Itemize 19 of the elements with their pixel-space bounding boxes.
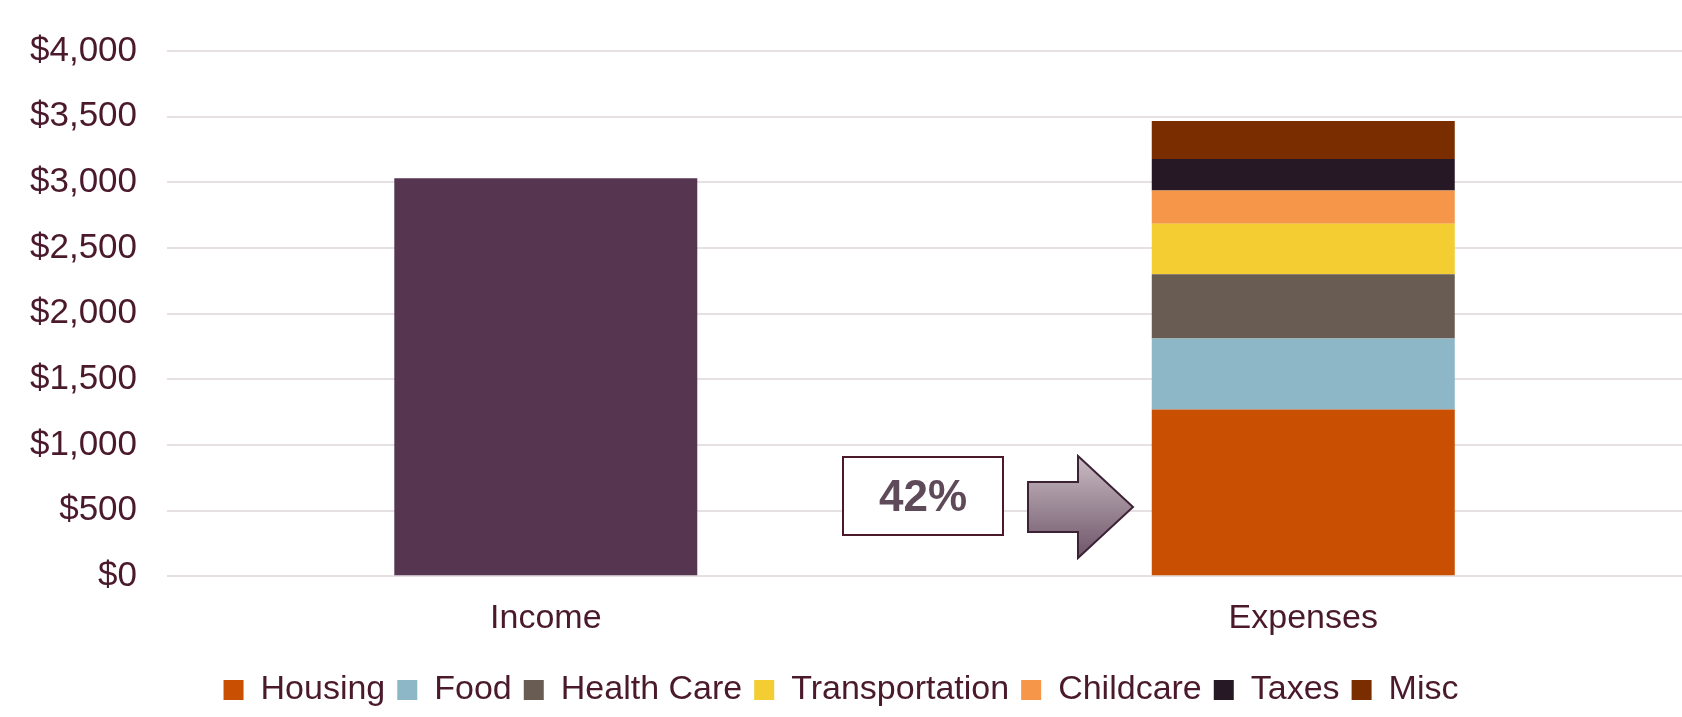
legend-label: Misc	[1388, 668, 1459, 707]
legend-label: Health Care	[560, 668, 743, 707]
legend-label: Childcare	[1058, 668, 1202, 707]
y-tick-label: $500	[59, 488, 138, 528]
y-tick-label: $0	[98, 553, 138, 593]
annotation: 42%	[842, 456, 1004, 536]
legend-label: Housing	[260, 668, 386, 707]
legend-label: Food	[434, 668, 512, 707]
x-tick-label: Income	[490, 596, 602, 635]
y-tick-label: $2,500	[29, 225, 138, 265]
y-tick-label: $3,000	[29, 159, 138, 199]
y-tick-label: $1,000	[29, 422, 138, 462]
y-tick-label: $4,000	[29, 28, 138, 68]
y-tick-label: $3,500	[29, 94, 138, 134]
y-tick-label: $1,500	[29, 356, 138, 396]
legend-label: Taxes	[1250, 668, 1340, 707]
legend-label: Transportation	[791, 668, 1010, 707]
x-tick-label: Expenses	[1228, 596, 1378, 635]
y-tick-label: $2,000	[29, 291, 138, 331]
